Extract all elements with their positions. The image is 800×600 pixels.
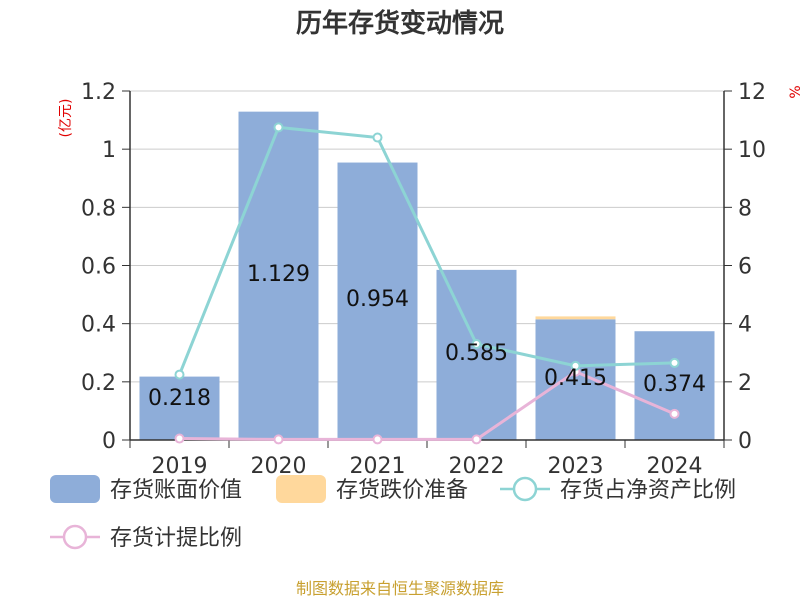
bar-value-label: 0.585 [445, 341, 508, 366]
bar-book-value [634, 331, 715, 440]
bar-value-label: 0.218 [148, 386, 211, 411]
x-tick-label: 2022 [449, 454, 505, 479]
net-asset-ratio-point [372, 132, 383, 143]
provision-ratio-point [669, 408, 680, 419]
left-tick-label: 0.4 [81, 313, 116, 338]
gridlines [130, 90, 724, 383]
source-note: 制图数据来自恒生聚源数据库 [296, 579, 504, 598]
legend-label: 存货跌价准备 [336, 478, 468, 503]
legend-marker [512, 476, 538, 502]
net-asset-ratio-point [273, 122, 284, 133]
right-tick-label: 6 [738, 255, 752, 280]
x-tick-label: 2020 [251, 454, 307, 479]
net-asset-ratio-point [669, 357, 680, 368]
left-axis-unit: (亿元) [58, 99, 74, 138]
right-tick-label: 12 [738, 80, 766, 105]
right-tick-label: 10 [738, 138, 766, 163]
x-tick-label: 2021 [350, 454, 406, 479]
left-tick-label: 1 [102, 138, 116, 163]
legend-label: 存货计提比例 [110, 526, 242, 551]
provision-ratio-line [179, 369, 676, 441]
legend-swatch [50, 475, 100, 503]
left-tick-label: 0 [102, 429, 116, 454]
x-tick-label: 2023 [548, 454, 604, 479]
net-asset-ratio-point [570, 360, 581, 371]
legend-item: 存货账面价值 [50, 475, 242, 503]
bar-book-value [535, 319, 616, 440]
bar-book-value [337, 162, 418, 441]
legend-marker [62, 524, 88, 550]
provision-ratio-point [471, 434, 482, 445]
net-asset-ratio-line [178, 125, 675, 376]
line-series [174, 122, 680, 445]
bar-value-label: 0.954 [346, 287, 409, 312]
right-tick-label: 8 [738, 196, 752, 221]
legend-item: 存货跌价准备 [276, 475, 468, 503]
bar-value-label: 0.374 [643, 372, 706, 397]
axes: 0 0.2 0.4 0.6 0.8 1 1.2 0 2 4 6 8 10 12 2019 2020 2021 20… [81, 80, 766, 479]
right-tick-label: 2 [738, 371, 752, 396]
legend-swatch [276, 475, 326, 503]
left-tick-label: 1.2 [81, 80, 116, 105]
bar-book-value [238, 111, 319, 440]
bar-book-value [139, 376, 220, 440]
right-tick-label: 0 [738, 429, 752, 454]
legend-item: 存货计提比例 [50, 524, 242, 551]
legend-label: 存货占净资产比例 [560, 478, 736, 503]
provision-ratio-point [273, 434, 284, 445]
chart-title: 历年存货变动情况 [296, 8, 504, 39]
left-tick-label: 0.8 [81, 196, 116, 221]
bar-series [139, 111, 715, 441]
provision-ratio-point [372, 434, 383, 445]
left-tick-label: 0.2 [81, 371, 116, 396]
net-asset-ratio-point [174, 369, 185, 380]
x-tick-label: 2019 [152, 454, 208, 479]
bar-book-value [436, 269, 517, 440]
provision-ratio-point [174, 433, 185, 444]
x-tick-label: 2024 [647, 454, 703, 479]
legend-item: 存货占净资产比例 [500, 476, 736, 503]
right-tick-label: 4 [738, 313, 752, 338]
bar-value-label: 0.415 [544, 366, 607, 391]
bar-labels: 0.218 1.129 0.954 0.585 0.415 0.374 [148, 262, 706, 411]
net-asset-ratio-point [471, 339, 482, 350]
right-axis-unit: % [788, 85, 800, 98]
left-tick-label: 0.6 [81, 255, 116, 280]
legend-label: 存货账面价值 [110, 478, 242, 503]
bar-impairment [535, 316, 616, 320]
bar-value-label: 1.129 [247, 262, 310, 287]
